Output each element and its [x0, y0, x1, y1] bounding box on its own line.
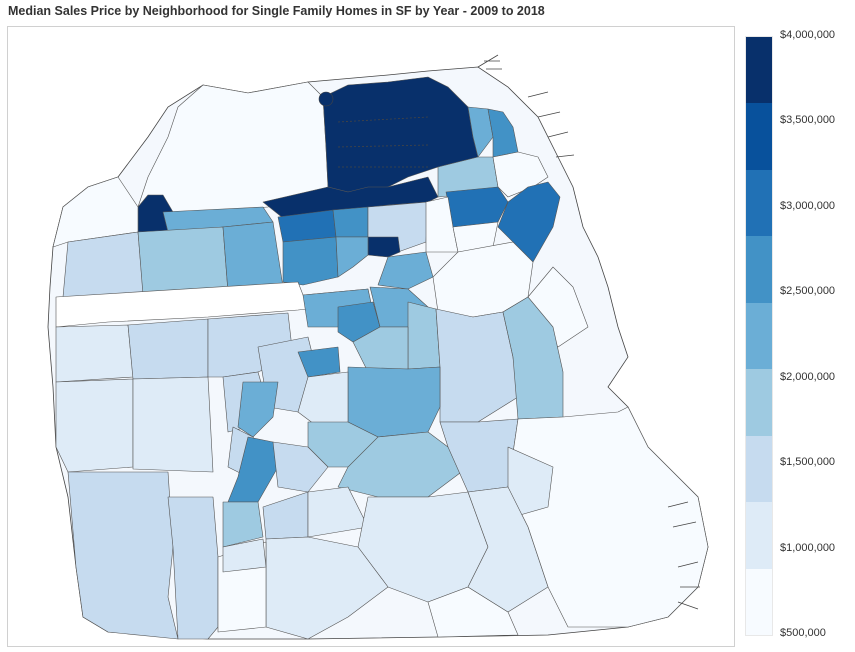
neighborhood-outer-richmond[interactable]	[62, 231, 144, 298]
neighborhood-lakeshore[interactable]	[67, 471, 179, 640]
map-frame	[7, 26, 735, 647]
neighborhood-clarendon-heights[interactable]	[297, 346, 341, 378]
southeast-piers	[667, 501, 700, 610]
neighborhood-st-francis-wood[interactable]	[237, 381, 279, 438]
chart-title: Median Sales Price by Neighborhood for S…	[8, 4, 545, 18]
legend-color-band	[746, 502, 772, 570]
neighborhood-potrero-hill[interactable]	[502, 296, 564, 420]
neighborhood-outer-sunset[interactable]	[55, 324, 134, 383]
legend-tick-label: $2,000,000	[780, 370, 836, 383]
legend-tick-label: $2,500,000	[780, 285, 836, 298]
legend-color-band	[746, 103, 772, 171]
neighborhood-duboce[interactable]	[407, 301, 441, 370]
neighborhood-hayes-valley[interactable]	[377, 251, 434, 290]
neighborhood-laurel-heights[interactable]	[282, 236, 339, 286]
neighborhood-central-richmond[interactable]	[137, 226, 229, 296]
legend-tick-label: $3,500,000	[780, 114, 836, 127]
neighborhood-parkside[interactable]	[55, 378, 134, 473]
color-legend	[745, 36, 773, 636]
legend-color-band	[746, 236, 772, 304]
neighborhood-central-sunset[interactable]	[127, 318, 209, 380]
legend-color-band	[746, 568, 772, 636]
neighborhood-visitacion-valley[interactable]	[467, 486, 549, 613]
legend-color-band	[746, 369, 772, 437]
legend-color-band	[746, 37, 772, 104]
neighborhood-western-addition[interactable]	[335, 236, 369, 278]
neighborhood-inner-richmond[interactable]	[222, 221, 284, 293]
legend-color-band	[746, 169, 772, 237]
legend-color-band	[746, 435, 772, 503]
neighborhood-castro[interactable]	[352, 326, 409, 373]
neighborhood-outer-mission[interactable]	[265, 536, 389, 640]
marina-point	[318, 91, 334, 107]
neighborhood-merced-heights[interactable]	[222, 501, 264, 548]
legend-tick-label: $1,000,000	[780, 541, 836, 554]
neighborhood-south-beach[interactable]	[497, 181, 561, 263]
neighborhood-outer-parkside[interactable]	[132, 376, 214, 473]
neighborhood-nob-hill[interactable]	[445, 186, 509, 228]
neighborhood-lake-merced[interactable]	[222, 538, 267, 573]
presidio-dotted-boundary	[337, 116, 429, 168]
legend-tick-label: $3,000,000	[780, 199, 836, 212]
legend-tick-label: $4,000,000	[780, 29, 836, 41]
legend-tick-label: $500,000	[780, 627, 826, 639]
neighborhood-miraloma[interactable]	[272, 441, 329, 493]
northeast-piers	[477, 54, 575, 158]
neighborhood-lower-pac-heights[interactable]	[332, 206, 369, 238]
neighborhood-alamo-square[interactable]	[367, 236, 401, 258]
legend-tick-label: $1,500,000	[780, 456, 836, 469]
neighborhood-crocker-amazon[interactable]	[427, 586, 519, 638]
legend-color-band	[746, 302, 772, 370]
neighborhood-russian-hill[interactable]	[467, 106, 494, 158]
neighborhood-noe-valley[interactable]	[347, 366, 441, 438]
neighborhood-park-merced[interactable]	[167, 496, 219, 640]
neighborhood-silver-terrace[interactable]	[507, 446, 554, 518]
sf-neighborhood-map[interactable]	[8, 27, 734, 646]
